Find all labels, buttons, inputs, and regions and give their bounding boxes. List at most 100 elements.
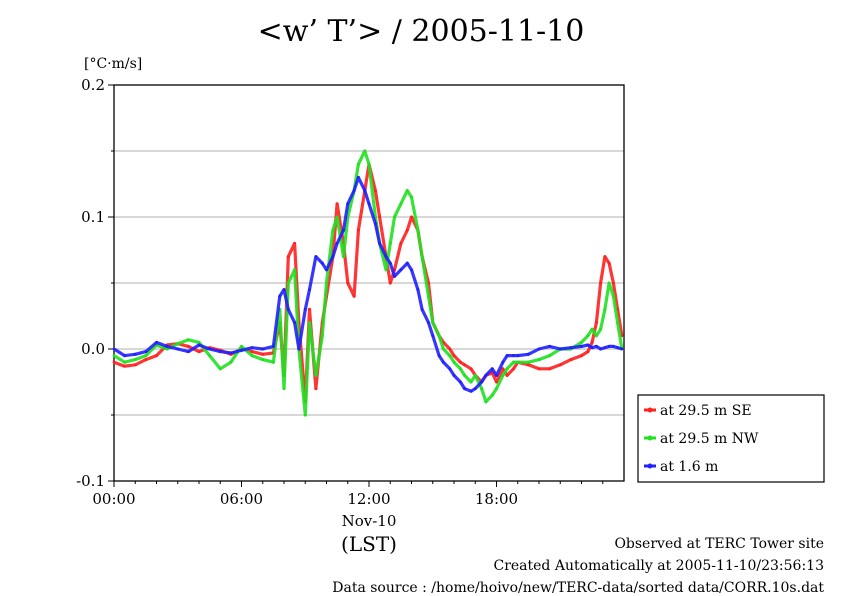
series-point-1 (611, 281, 615, 285)
series-point-3 (373, 222, 377, 226)
series-point-3 (271, 344, 275, 348)
series-point-3 (363, 189, 367, 193)
series-point-3 (399, 268, 403, 272)
legend-label-1: at 29.5 m SE (660, 403, 752, 419)
series-point-2 (314, 374, 318, 377)
series-point-3 (410, 268, 413, 272)
series-point-2 (250, 354, 254, 357)
series-point-3 (590, 346, 594, 350)
series-point-1 (590, 341, 594, 344)
series-point-1 (352, 294, 356, 298)
series-point-1 (569, 358, 573, 361)
series-point-2 (286, 281, 290, 285)
series-point-2 (495, 387, 498, 390)
series-point-2 (271, 360, 275, 364)
series-point-3 (297, 347, 301, 351)
y-tick-label: 0.0 (81, 340, 105, 358)
series-point-1 (356, 228, 360, 232)
series-point-1 (469, 367, 473, 371)
series-point-1 (261, 352, 265, 356)
series-point-3 (356, 176, 360, 179)
chart-title: <w’ T’> / 2005-11-10 (257, 14, 585, 49)
series-point-3 (501, 360, 505, 364)
series-point-3 (512, 354, 515, 357)
series-point-2 (384, 268, 388, 272)
x-tick-label: 00:00 (92, 490, 135, 508)
series-point-3 (342, 228, 345, 232)
series-point-3 (548, 344, 552, 348)
series-point-2 (112, 354, 116, 357)
series-point-2 (594, 334, 598, 338)
series-point-3 (480, 380, 484, 384)
series-point-3 (197, 343, 201, 347)
series-point-2 (512, 360, 515, 364)
series-line-3 (113, 175, 623, 393)
series-point-3 (452, 374, 456, 377)
series-point-2 (356, 162, 360, 166)
legend-box (637, 394, 825, 483)
series-point-3 (286, 308, 290, 311)
series-point-3 (144, 350, 148, 354)
series-point-3 (112, 347, 116, 351)
series-lines (112, 149, 624, 417)
series-point-3 (586, 343, 590, 347)
series-point-3 (165, 344, 169, 348)
series-point-3 (282, 288, 286, 291)
series-point-3 (367, 202, 371, 206)
series-point-3 (155, 341, 158, 344)
x-zone-label: (LST) (341, 532, 397, 556)
series-point-2 (331, 228, 335, 232)
series-point-3 (427, 321, 430, 324)
series-point-2 (458, 367, 462, 371)
series-point-3 (218, 350, 222, 354)
series-point-3 (416, 288, 420, 291)
series-point-1 (286, 255, 290, 258)
series-point-1 (405, 228, 409, 232)
series-point-3 (308, 288, 311, 291)
series-point-3 (261, 347, 265, 351)
series-point-3 (620, 347, 624, 351)
series-point-2 (603, 308, 607, 311)
series-point-2 (548, 354, 552, 357)
series-point-2 (473, 374, 477, 377)
series-point-1 (314, 387, 318, 390)
series-point-2 (123, 360, 127, 364)
series-point-3 (293, 321, 297, 324)
series-point-2 (410, 195, 413, 199)
series-point-3 (384, 255, 388, 258)
series-point-3 (599, 347, 603, 351)
series-point-2 (342, 255, 345, 258)
series-point-2 (399, 202, 403, 206)
legend-label-3: at 1.6 m (660, 459, 718, 475)
series-point-3 (208, 347, 212, 351)
series-point-2 (607, 281, 611, 285)
series-point-1 (293, 242, 297, 245)
series-point-2 (484, 400, 488, 404)
series-point-1 (607, 261, 611, 265)
series-point-2 (490, 393, 494, 397)
series-point-3 (133, 352, 137, 356)
series-point-2 (367, 162, 371, 166)
axis-ticks: 0.2 0.1 0.0 -0.100:00 06:00 12:00 18:00 Nov-10 (… (76, 76, 604, 556)
series-point-2 (176, 342, 180, 346)
series-point-3 (352, 189, 356, 193)
x-tick-label: 06:00 (220, 490, 263, 508)
series-point-2 (165, 347, 169, 351)
series-point-2 (526, 360, 530, 364)
series-point-3 (473, 387, 477, 390)
series-point-3 (240, 348, 243, 352)
series-point-2 (335, 215, 339, 219)
series-point-2 (416, 228, 420, 232)
legend-marker-2 (647, 435, 653, 441)
series-point-2 (431, 321, 435, 324)
y-tick-label: -0.1 (76, 472, 105, 490)
series-point-3 (594, 344, 598, 348)
series-point-1 (537, 367, 541, 371)
series-point-3 (335, 242, 339, 245)
series-point-3 (320, 261, 324, 265)
series-point-3 (607, 344, 611, 348)
series-point-2 (437, 334, 441, 338)
series-point-3 (393, 275, 396, 278)
series-point-3 (516, 354, 520, 357)
